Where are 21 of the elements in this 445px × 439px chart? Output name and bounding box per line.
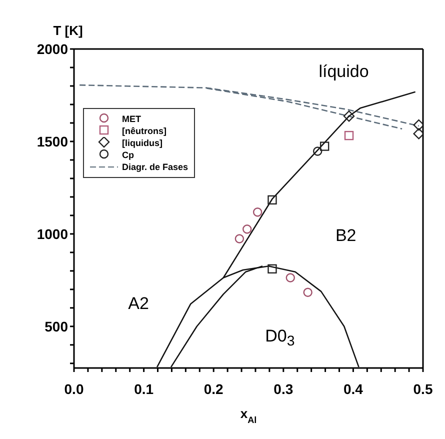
annotation: D0$_{3}$ bbox=[265, 326, 295, 350]
y-tick-label: 500 bbox=[44, 318, 68, 334]
annotation: B2 bbox=[335, 226, 356, 246]
legend-label: [liquidus] bbox=[122, 138, 162, 148]
y-tick-label: 2000 bbox=[36, 40, 68, 57]
x-tick-label: 0.5 bbox=[413, 380, 433, 397]
annotation: A2 bbox=[128, 294, 149, 314]
x-tick-label: 0.3 bbox=[274, 380, 294, 397]
x-tick-label: 0.1 bbox=[134, 380, 154, 397]
y-tick-label: 1500 bbox=[36, 133, 68, 150]
y-tick-label: 1000 bbox=[36, 226, 68, 242]
x-tick-label: 0.4 bbox=[343, 380, 364, 397]
legend-label: Diagr. de Fases bbox=[122, 162, 188, 172]
x-axis-title: x$_{Al}$ bbox=[240, 406, 257, 425]
annotation: líquido bbox=[318, 62, 369, 82]
x-tick-label: 0.0 bbox=[64, 380, 84, 397]
legend-label: MET bbox=[122, 114, 141, 124]
x-tick-label: 0.2 bbox=[204, 380, 224, 397]
legend-label: Cp bbox=[122, 150, 134, 160]
y-axis-title: T [K] bbox=[53, 23, 83, 38]
legend-label: [nêutrons] bbox=[122, 126, 166, 136]
